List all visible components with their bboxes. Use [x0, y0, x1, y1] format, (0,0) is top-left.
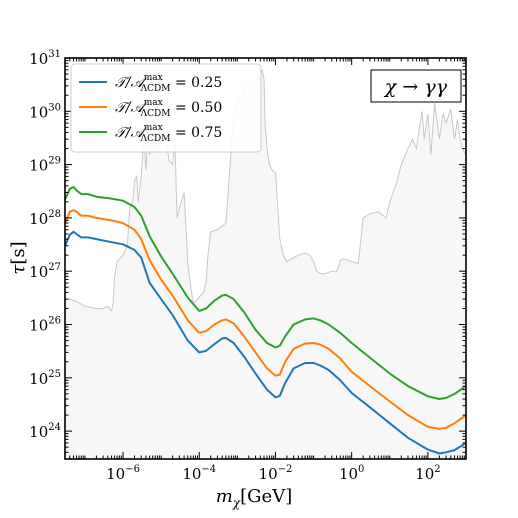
- y-tick-label: 1028: [29, 209, 61, 228]
- legend-box: [70, 63, 262, 153]
- y-tick-label: 1026: [29, 316, 61, 335]
- y-tick-label: 1025: [29, 369, 61, 388]
- series-line-1: [65, 209, 466, 430]
- legend-label-0.50: 𝒯/𝒜max ΛCDM = 0.50: [115, 98, 222, 119]
- x-tick-label: 10−2: [259, 464, 293, 483]
- series-line-0: [65, 230, 466, 455]
- y-tick-label: 1030: [29, 102, 61, 121]
- legend: 𝒯/𝒜max ΛCDM = 0.25 𝒯/𝒜max ΛCDM = 0.50 𝒯/𝒜m…: [70, 63, 262, 153]
- process-annotation: χ → γγ: [370, 69, 462, 103]
- series-line-2: [65, 186, 466, 400]
- y-axis-label: τ[s]: [8, 241, 29, 274]
- x-axis-label: mχ[GeV]: [216, 486, 292, 510]
- y-tick-label: 1031: [29, 49, 61, 68]
- series-layer: [65, 186, 466, 455]
- exclusion-region-edge: [65, 69, 466, 313]
- legend-label-0.25: 𝒯/𝒜max ΛCDM = 0.25: [115, 73, 222, 94]
- tick-labels: 10−6 10−4 10−2 100 102 1024 1025 1026 1027 1028 10…: [29, 49, 440, 483]
- x-tick-label: 10−4: [182, 464, 216, 483]
- process-annotation-box: [370, 69, 462, 103]
- plot-frame: [64, 57, 467, 460]
- x-tick-label: 100: [339, 464, 364, 483]
- ticks-layer: [64, 57, 467, 460]
- y-tick-label: 1027: [29, 262, 61, 281]
- x-tick-label: 10−6: [106, 464, 140, 483]
- process-annotation-text: χ → γγ: [383, 76, 448, 98]
- x-tick-label: 102: [415, 464, 440, 483]
- y-tick-label: 1024: [29, 422, 61, 441]
- exclusion-layer: [65, 69, 466, 459]
- legend-label-0.75: 𝒯/𝒜max ΛCDM = 0.75: [115, 123, 222, 144]
- exclusion-region: [65, 69, 466, 459]
- y-tick-label: 1029: [29, 156, 61, 175]
